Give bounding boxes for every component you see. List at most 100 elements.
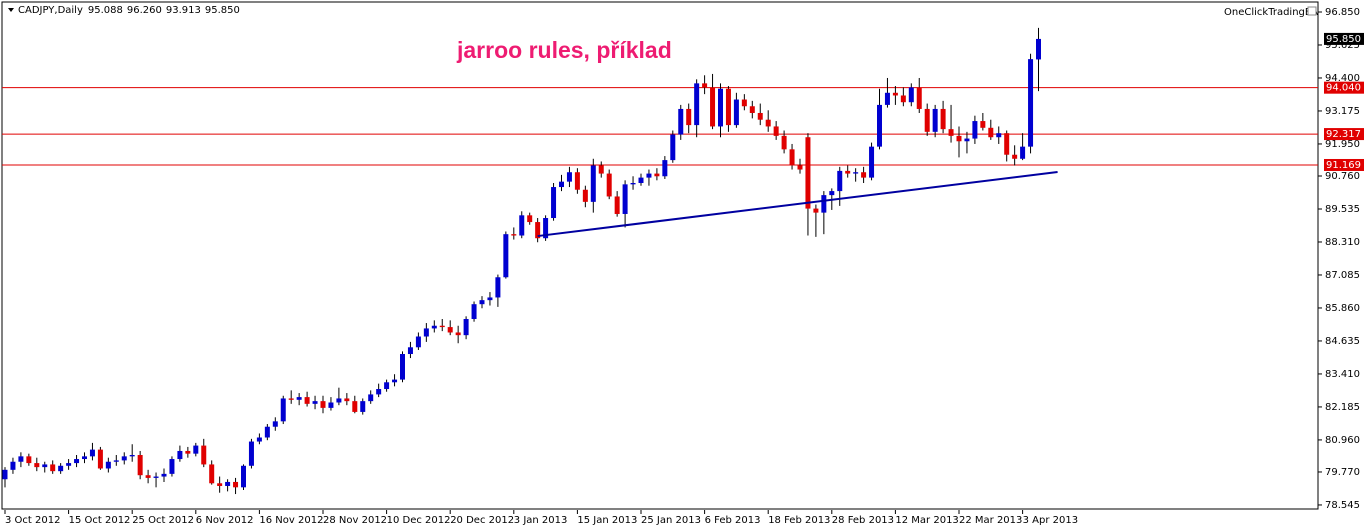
candle-body <box>892 92 898 96</box>
open-value: 95.088 <box>88 5 123 16</box>
candle-body <box>765 119 771 127</box>
x-tick-label: 3 Jan 2013 <box>514 515 568 526</box>
candle-body <box>837 170 843 192</box>
price-tag-label: 92.317 <box>1326 129 1361 140</box>
y-tick-label: 80.960 <box>1325 435 1360 446</box>
y-tick-label: 84.635 <box>1325 336 1360 347</box>
y-tick-label: 79.770 <box>1325 467 1360 478</box>
candle-body <box>320 401 326 408</box>
close-value: 95.850 <box>205 5 240 16</box>
x-tick-label: 6 Feb 2013 <box>705 515 761 526</box>
candle-body <box>256 437 262 442</box>
candle-body <box>328 402 334 408</box>
x-tick-label: 10 Dec 2012 <box>387 515 451 526</box>
candle-body <box>479 300 485 305</box>
candle-body <box>757 112 763 120</box>
candle-body <box>407 347 413 355</box>
x-tick-label: 20 Dec 2012 <box>450 515 514 526</box>
x-tick-label: 22 Mar 2013 <box>959 515 1022 526</box>
candle-body <box>344 398 350 402</box>
candle-body <box>241 465 246 488</box>
candle-body <box>225 481 231 486</box>
menu-arrow[interactable] <box>8 8 14 12</box>
candle-body <box>50 464 56 472</box>
y-tick-label: 82.185 <box>1325 402 1360 413</box>
candle-body <box>948 129 954 136</box>
y-tick-label: 91.950 <box>1325 139 1360 150</box>
candle-body <box>161 473 167 477</box>
candle-body <box>113 460 119 462</box>
candle-body <box>916 87 922 109</box>
candle-body <box>495 277 501 298</box>
candle-body <box>455 332 461 336</box>
candle-body <box>201 445 207 465</box>
candle-body <box>884 92 890 105</box>
candle-body <box>702 83 708 88</box>
candle-body <box>805 137 811 209</box>
candle-body <box>280 398 286 422</box>
candle-body <box>431 325 437 329</box>
candle-body <box>288 398 294 400</box>
candle-body <box>741 99 747 107</box>
candle-body <box>964 138 970 142</box>
candle-body <box>89 449 95 457</box>
x-tick-label: 12 Mar 2013 <box>895 515 958 526</box>
candle-body <box>1036 38 1041 60</box>
candle-body <box>924 108 930 132</box>
candle-body <box>988 127 994 138</box>
candle-body <box>972 121 978 139</box>
candle-body <box>26 456 32 464</box>
y-tick-label: 96.850 <box>1325 7 1360 18</box>
candle-body <box>336 398 342 403</box>
candle-body <box>662 160 668 177</box>
candle-body <box>74 459 80 464</box>
candle-body <box>471 304 477 320</box>
annotation: jarroo rules, příklad <box>456 37 672 63</box>
candle-body <box>614 196 620 214</box>
candle-body <box>447 327 453 333</box>
candle-body <box>58 465 64 472</box>
candle-body <box>1028 59 1034 147</box>
candle-body <box>105 461 111 469</box>
high-value: 96.260 <box>127 5 162 16</box>
candle-body <box>908 87 914 103</box>
candle-body <box>121 456 127 461</box>
candle-body <box>304 397 310 404</box>
indicator-icon[interactable] <box>1307 6 1317 16</box>
candle-body <box>296 397 302 400</box>
candle-body <box>233 481 239 488</box>
y-tick-label: 87.085 <box>1325 270 1360 281</box>
candle-body <box>606 173 612 197</box>
candle-body <box>630 183 636 185</box>
candle-body <box>153 476 159 478</box>
candle-body <box>956 135 962 142</box>
candle-body <box>781 135 787 150</box>
x-tick-label: 28 Feb 2013 <box>832 515 894 526</box>
x-tick-label: 25 Oct 2012 <box>132 515 194 526</box>
candle-body <box>392 379 398 383</box>
candle-body <box>566 172 572 182</box>
candle-body <box>773 126 779 136</box>
candle-body <box>829 191 835 196</box>
y-tick-label: 90.760 <box>1325 171 1360 182</box>
candle-body <box>527 215 533 223</box>
candle-body <box>996 133 1002 138</box>
candle-body <box>869 146 875 178</box>
candle-body <box>66 463 72 466</box>
candle-body <box>177 450 183 460</box>
candle-body <box>352 401 358 412</box>
candle-body <box>272 421 278 427</box>
candle-body <box>312 401 318 404</box>
candle-body <box>97 449 103 469</box>
candle-body <box>813 208 819 213</box>
price-tag-label: 94.040 <box>1326 83 1361 94</box>
candle-body <box>511 234 517 236</box>
candle-body <box>877 104 882 147</box>
candle-body <box>2 469 8 480</box>
candle-body <box>487 297 493 301</box>
candle-body <box>670 134 676 161</box>
candle-body <box>503 234 509 278</box>
candle-body <box>463 319 469 336</box>
candle-body <box>932 108 938 132</box>
